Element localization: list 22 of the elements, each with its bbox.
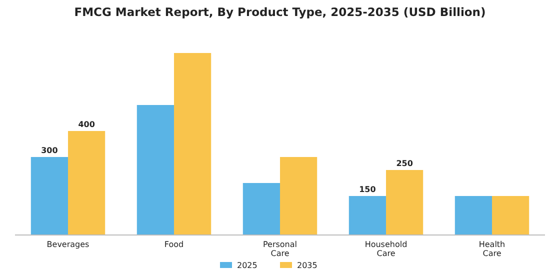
bar [174, 53, 212, 235]
data-label: 150 [359, 185, 376, 194]
bar [492, 196, 530, 235]
data-label: 250 [396, 159, 414, 168]
chart-title: FMCG Market Report, By Product Type, 2025-2035 (USD Billion) [74, 5, 486, 19]
x-tick-label: Beverages [46, 240, 90, 249]
bar [68, 131, 106, 235]
bar [136, 105, 174, 235]
bar [454, 196, 492, 235]
x-tick-label: Health Care [478, 240, 506, 258]
bar [386, 170, 424, 235]
x-tick-label: Household Care [364, 240, 408, 258]
bar [348, 196, 386, 235]
data-label: 400 [78, 120, 96, 129]
x-tick-label: Personal Care [262, 240, 298, 258]
bar [242, 183, 280, 235]
bar [30, 157, 68, 235]
legend-label: 2035 [297, 261, 318, 270]
bar [280, 157, 318, 235]
legend-label: 2025 [237, 261, 258, 270]
x-tick-label: Food [164, 240, 184, 249]
data-label: 300 [41, 146, 58, 155]
